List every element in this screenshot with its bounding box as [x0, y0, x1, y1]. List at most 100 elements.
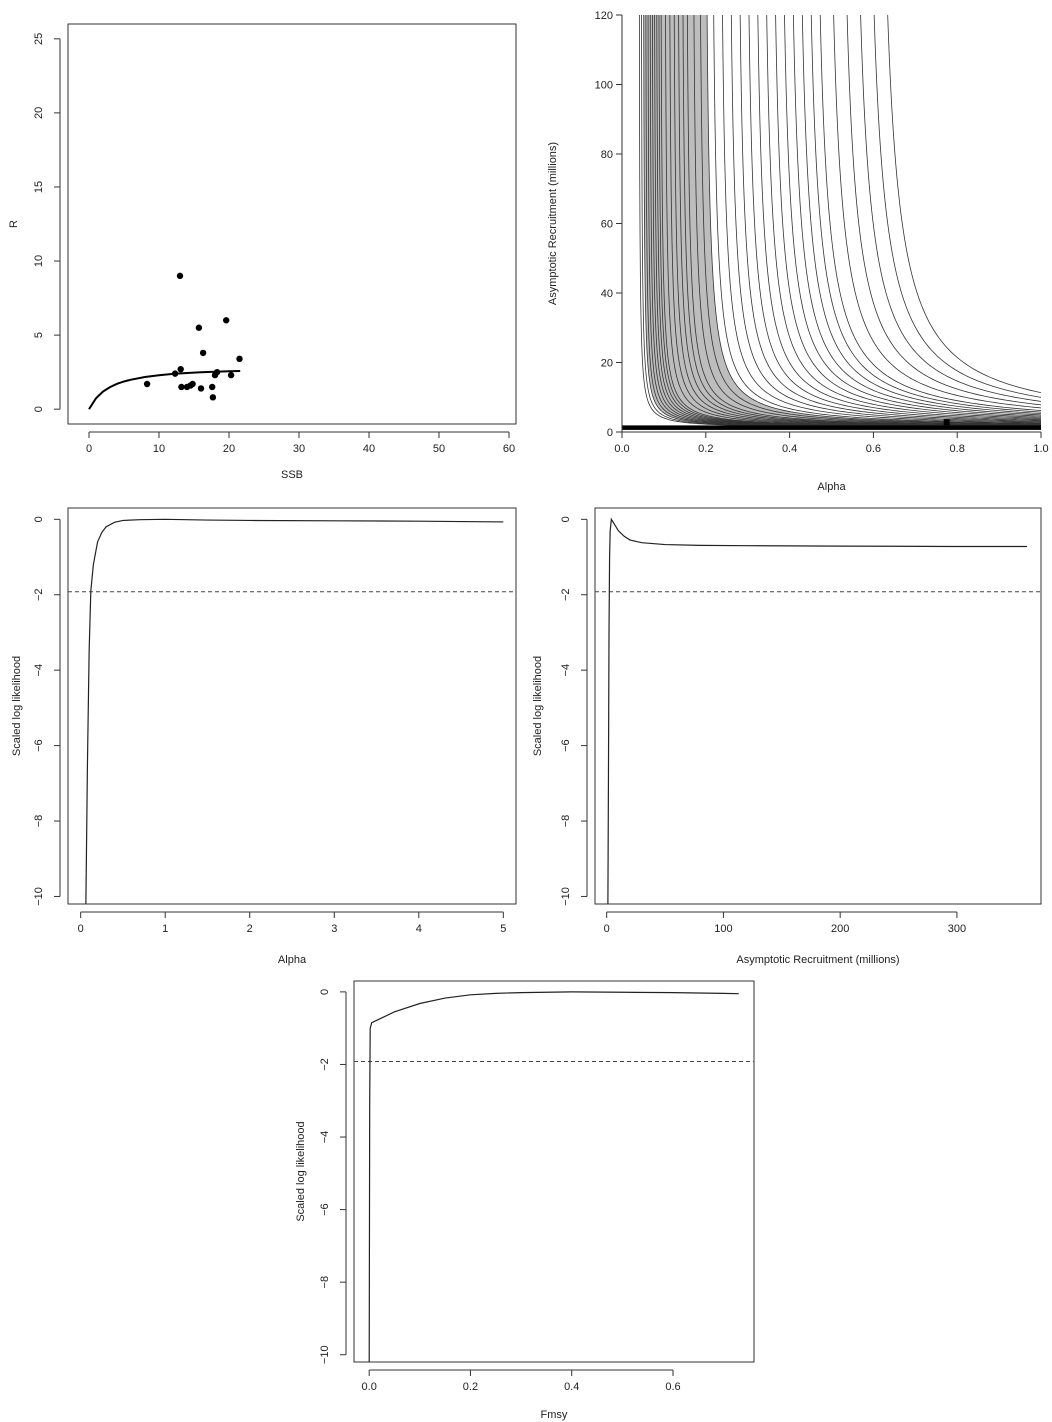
- confidence-band: [643, 15, 1041, 428]
- y-tick-label: −2: [33, 588, 45, 601]
- data-point: [227, 371, 235, 379]
- y-axis-title: Scaled log likelihood: [532, 656, 544, 756]
- contour-line: [810, 15, 1041, 413]
- y-tick-label: 0: [607, 427, 613, 439]
- y-tick-label: −8: [560, 815, 572, 828]
- plot-area: [68, 518, 516, 904]
- x-tick-label: 30: [293, 443, 305, 455]
- data-point: [236, 355, 243, 363]
- contour-line: [706, 15, 1041, 425]
- x-tick-label: 0.0: [362, 1381, 377, 1393]
- y-tick-label: −2: [319, 1058, 331, 1071]
- x-tick-label: 50: [433, 443, 445, 455]
- x-tick-label: 0.0: [614, 443, 629, 455]
- y-tick-label: 20: [601, 358, 613, 370]
- y-tick-label: −10: [560, 887, 572, 906]
- y-tick-label: −6: [33, 739, 45, 752]
- x-tick-label: 2: [247, 923, 253, 935]
- contour-line: [686, 15, 1041, 426]
- contour-panel: 0.0 0.2 0.4 0.6 0.8 1.0 0 20 40 60 80 100 120 Alpha As…: [547, 10, 1049, 493]
- x-tick-label: 20: [223, 443, 235, 455]
- x-tick-label: 300: [948, 923, 966, 935]
- data-point: [209, 383, 216, 391]
- profile-curve: [607, 517, 1027, 904]
- y-tick-label: 80: [601, 149, 613, 161]
- x-tick-label: 0: [604, 923, 610, 935]
- plot-area: [354, 991, 754, 1362]
- y-tick-label: −4: [33, 664, 45, 677]
- y-axis-title: Scaled log likelihood: [295, 1121, 307, 1221]
- contour-line: [833, 15, 1041, 409]
- alpha-profile-panel: 0 1 2 3 4 5 0 −2 −4 −6 −8 −10 Alpha Scaled log likeli…: [11, 507, 517, 966]
- y-tick-label: −4: [560, 664, 572, 677]
- x-tick-label: 60: [503, 443, 515, 455]
- data-point: [195, 324, 203, 331]
- x-tick-label: 3: [331, 923, 337, 935]
- asymptote-band: [622, 425, 1041, 430]
- y-tick-label: −10: [319, 1345, 331, 1364]
- contour-line: [766, 15, 1041, 419]
- sr-panel: 0 10 20 30 40 50 60 0 5 10 15 20 25 SSB R: [8, 23, 517, 481]
- y-tick-label: 20: [33, 107, 45, 119]
- plot-frame: [594, 507, 1042, 905]
- plot-frame: [67, 507, 517, 905]
- contour-line: [801, 15, 1041, 414]
- contour-line: [873, 15, 1041, 398]
- contour-line: [748, 15, 1041, 421]
- y-axis-title: Scaled log likelihood: [11, 656, 23, 756]
- x-tick-label: 4: [416, 923, 422, 935]
- contour-line: [682, 15, 1041, 426]
- data-point: [171, 370, 179, 377]
- y-tick-label: −6: [319, 1203, 331, 1216]
- x-tick-label: 0.2: [698, 443, 713, 455]
- fmsy-profile-panel: 0.0 0.2 0.4 0.6 0 −2 −4 −6 −8 −10 Fmsy Scaled log l…: [295, 980, 755, 1421]
- data-point: [197, 385, 205, 392]
- contour-line: [713, 15, 1041, 424]
- data-point: [143, 380, 151, 388]
- y-tick-label: −10: [33, 887, 45, 906]
- y-axis-title: R: [8, 220, 20, 228]
- data-point: [213, 368, 221, 376]
- best-estimate-marker: [943, 419, 950, 426]
- x-tick-label: 0.2: [463, 1381, 478, 1393]
- y-tick-label: 60: [601, 219, 613, 231]
- contour-line: [846, 15, 1041, 406]
- contour-line: [730, 15, 1041, 423]
- data-point: [209, 394, 217, 401]
- x-tick-label: 0.4: [782, 443, 797, 455]
- y-tick-label: 25: [33, 33, 45, 45]
- x-axis-title: SSB: [281, 469, 303, 481]
- profile-curve: [85, 518, 504, 904]
- plot-area: [622, 15, 1041, 430]
- data-point: [223, 317, 230, 324]
- plot-area: [595, 517, 1041, 904]
- rasym-profile-panel: 0 100 200 300 0 −2 −4 −6 −8 −10 Asymptotic Recruit…: [532, 507, 1042, 966]
- y-tick-label: −4: [319, 1131, 331, 1144]
- x-tick-label: 1: [162, 923, 168, 935]
- x-axis-title: Asymptotic Recruitment (millions): [736, 954, 899, 966]
- contour-line: [887, 15, 1041, 394]
- x-tick-label: 10: [153, 443, 165, 455]
- x-tick-label: 100: [714, 923, 732, 935]
- y-tick-label: 0: [33, 406, 45, 412]
- data-point: [177, 365, 184, 373]
- x-tick-label: 0: [78, 923, 84, 935]
- profile-curve: [368, 991, 739, 1362]
- x-axis-title: Alpha: [817, 481, 846, 493]
- y-tick-label: 10: [33, 255, 45, 267]
- contour-line: [860, 15, 1041, 402]
- data-point: [176, 272, 184, 280]
- y-tick-label: 120: [595, 10, 613, 22]
- contour-line: [693, 15, 1041, 425]
- x-tick-label: 1.0: [1033, 443, 1048, 455]
- x-tick-label: 200: [831, 923, 849, 935]
- y-tick-label: 5: [33, 332, 45, 338]
- contour-line: [700, 15, 1041, 425]
- y-tick-label: 0: [560, 516, 572, 522]
- x-tick-label: 0.8: [950, 443, 965, 455]
- y-tick-label: 0: [319, 989, 331, 995]
- contour-line: [722, 15, 1041, 423]
- y-tick-label: −6: [560, 739, 572, 752]
- x-tick-label: 0.4: [564, 1381, 579, 1393]
